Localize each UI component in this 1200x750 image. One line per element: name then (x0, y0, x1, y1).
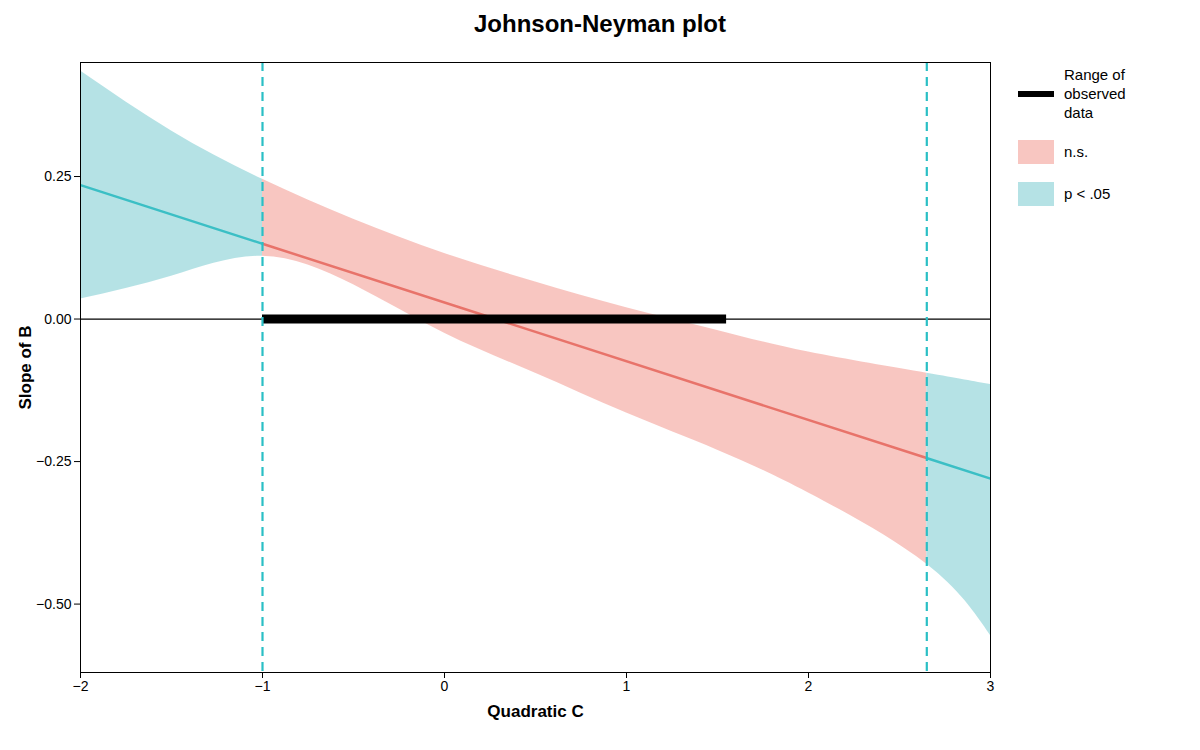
html-text:Range of observed data: Range of observed data (1064, 66, 1126, 121)
svg-text:Slope of B: Slope of B (16, 325, 35, 409)
svg-text:0.25: 0.25 (44, 168, 71, 184)
svg-text:Quadratic C: Quadratic C (487, 702, 583, 721)
svg-text:3: 3 (987, 678, 995, 694)
svg-text:−0.25: −0.25 (36, 453, 72, 469)
html-text:n.s.: n.s. (1064, 142, 1089, 160)
svg-text:1: 1 (623, 678, 631, 694)
html-text:p < .05: p < .05 (1064, 184, 1111, 202)
svg-text:0.00: 0.00 (44, 311, 71, 327)
svg-text:−2: −2 (73, 678, 89, 694)
svg-text:−0.50: −0.50 (36, 596, 72, 612)
svg-text:2: 2 (805, 678, 813, 694)
svg-text:0: 0 (441, 678, 449, 694)
svg-text:−1: −1 (255, 678, 271, 694)
html-text:Johnson-Neyman plot: Johnson-Neyman plot (474, 10, 726, 37)
